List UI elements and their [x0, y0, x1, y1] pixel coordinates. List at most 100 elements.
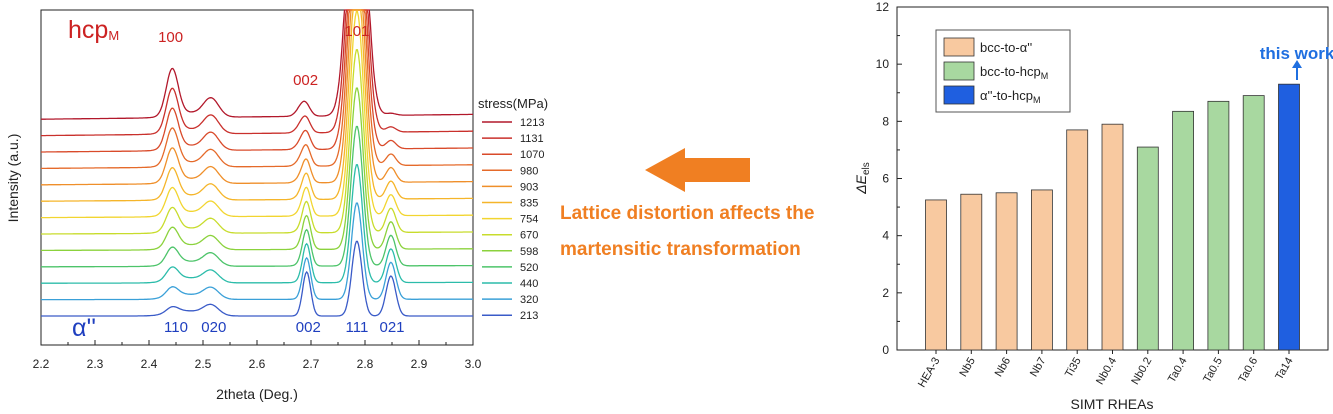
bar-x-tick-label: HEA-3 [916, 356, 943, 390]
bar-x-tick-label: Nb0.2 [1129, 356, 1154, 387]
hcp-peak-label: 101 [344, 23, 369, 40]
bar-legend-entry: bcc-to-hcpM [980, 64, 1048, 81]
stress-legend-entry: 754 [520, 214, 538, 226]
hcp-peak-label: 100 [158, 29, 183, 46]
stress-legend-entry: 520 [520, 262, 538, 274]
bar-y-tick-label: 8 [882, 114, 889, 128]
bar-legend-entry: bcc-to-α'' [980, 40, 1032, 55]
alpha-peak-label: 111 [345, 319, 368, 336]
hcp-phase-main: hcp [68, 16, 108, 44]
bar-Nb6 [995, 192, 1018, 351]
xrd-curve-520 [41, 125, 473, 268]
bar-x-ticks: HEA-3 Nb5 Nb6 Nb7 Ti35 Nb0.4 Nb0.2 Ta0.4 Ta0.5 Ta… [916, 350, 1296, 390]
bar-y-tick-label: 0 [882, 343, 889, 357]
xrd-x-tick-label: 2.7 [303, 357, 320, 371]
xrd-curve-835 [41, 9, 473, 202]
bar-Ti35 [1066, 129, 1089, 351]
alpha-peak-label: 020 [201, 319, 226, 336]
bar-y-axis-label-sub: els [861, 162, 872, 175]
xrd-curve-903 [41, 9, 473, 186]
alpha-peak-labels: 110 020 002 111 021 [164, 319, 404, 336]
xrd-x-tick-label: 3.0 [465, 357, 482, 371]
xrd-x-tick-label: 2.6 [249, 357, 266, 371]
xrd-curve-1131 [41, 9, 473, 137]
xrd-curve-440 [41, 164, 473, 284]
xrd-x-tick-label: 2.3 [87, 357, 104, 371]
this-work-label: this work [1260, 44, 1333, 63]
bar-Ta0.6 [1242, 95, 1265, 351]
xrd-curves [41, 9, 473, 317]
stress-legend-entry: 1070 [520, 149, 544, 161]
xrd-curve-670 [41, 49, 473, 235]
bar-y-tick-label: 6 [882, 172, 889, 186]
this-work-annotation: this work [1260, 44, 1333, 80]
xrd-x-tick-label: 2.8 [357, 357, 374, 371]
bar-Nb5 [960, 193, 983, 351]
xrd-x-axis-label: 2theta (Deg.) [216, 386, 298, 402]
stress-legend-entry: 213 [520, 310, 538, 322]
bar-Ta14 [1278, 83, 1300, 351]
xrd-curve-754 [41, 10, 473, 219]
bar-x-tick-label: Nb6 [993, 356, 1013, 379]
bar-y-tick-label: 12 [876, 0, 890, 14]
xrd-x-tick-label: 2.9 [411, 357, 428, 371]
alpha-peak-label: 021 [379, 319, 404, 336]
stress-legend: 1213 1131 1070 980 903 835 754 670 598 520 440 320 2… [482, 117, 544, 322]
xrd-chart: 2.2 2.3 2.4 2.5 2.6 2.7 2.8 2.9 3.0 2theta (Deg.… [5, 9, 548, 402]
bar-legend: bcc-to-α'' bcc-to-hcpM α''-to-hcpM [935, 29, 1071, 113]
xrd-curve-320 [41, 202, 473, 301]
caption-line-1: Lattice distortion affects the [560, 203, 815, 224]
bar-legend-swatch [943, 85, 975, 105]
bar-y-axis-label-main: ΔE [853, 174, 869, 194]
bar-x-tick-label: Ti35 [1063, 356, 1084, 380]
bar-HEA-3 [925, 199, 947, 351]
bar-chart: 0 2 4 6 8 10 12 HEA-3 Nb5 Nb6 Nb7 Ti35 Nb0.4 Nb0.2 Ta… [853, 0, 1333, 412]
alpha-peak-label: 110 [164, 319, 188, 336]
bar-Nb0.2 [1136, 146, 1159, 351]
stress-legend-title: stress(MPa) [478, 96, 548, 111]
bar-y-tick-label: 4 [882, 229, 889, 243]
xrd-curve-598 [41, 87, 473, 252]
this-work-arrow-head [1292, 60, 1302, 68]
stress-legend-entry: 1131 [520, 133, 544, 145]
hcp-peak-labels: 100 002 101 [158, 23, 369, 89]
bar-Nb7 [1031, 189, 1053, 351]
xrd-x-ticks: 2.2 2.3 2.4 2.5 2.6 2.7 2.8 2.9 3.0 [33, 340, 482, 371]
stress-legend-entry: 320 [520, 294, 538, 306]
stress-legend-entry: 440 [520, 278, 538, 290]
stress-legend-entry: 835 [520, 198, 538, 210]
bar-Ta0.4 [1172, 110, 1194, 351]
stress-legend-entry: 1213 [520, 117, 544, 129]
bar-x-axis-label: SIMT RHEAs [1071, 396, 1154, 412]
bar-y-ticks: 0 2 4 6 8 10 12 [876, 0, 902, 357]
xrd-curve-1070 [41, 9, 473, 153]
left-arrow-icon [645, 148, 750, 192]
bar-x-tick-label: Ta0.5 [1201, 356, 1225, 385]
bar-x-tick-label: Nb7 [1028, 356, 1048, 379]
bar-series [925, 83, 1300, 351]
hcp-peak-label: 002 [293, 72, 318, 89]
bar-y-axis-label: ΔEels [853, 162, 872, 195]
stress-legend-entry: 903 [520, 181, 538, 193]
hcp-phase-label: hcpM [68, 16, 119, 44]
bar-x-tick-label: Ta0.4 [1166, 356, 1190, 385]
xrd-curve-213 [41, 240, 473, 317]
bar-x-tick-label: Ta0.6 [1236, 356, 1260, 385]
xrd-curve-1213 [41, 9, 473, 120]
xrd-y-axis-label: Intensity (a.u.) [5, 134, 21, 223]
xrd-plot-frame [40, 9, 474, 346]
bar-x-tick-label: Nb0.4 [1094, 356, 1119, 387]
xrd-x-tick-label: 2.5 [195, 357, 212, 371]
bar-y-tick-label: 2 [882, 286, 889, 300]
bar-x-tick-label: Ta14 [1273, 356, 1295, 383]
bar-x-tick-label: Nb5 [957, 356, 977, 379]
bar-legend-swatch [943, 61, 975, 81]
alpha-phase-label: α'' [72, 314, 96, 342]
stress-legend-entry: 670 [520, 230, 538, 242]
alpha-peak-label: 002 [296, 319, 321, 336]
caption-line-2: martensitic transformation [560, 239, 801, 260]
bar-y-tick-label: 10 [876, 57, 890, 71]
stress-legend-entry: 980 [520, 165, 538, 177]
hcp-phase-sub: M [108, 28, 119, 43]
